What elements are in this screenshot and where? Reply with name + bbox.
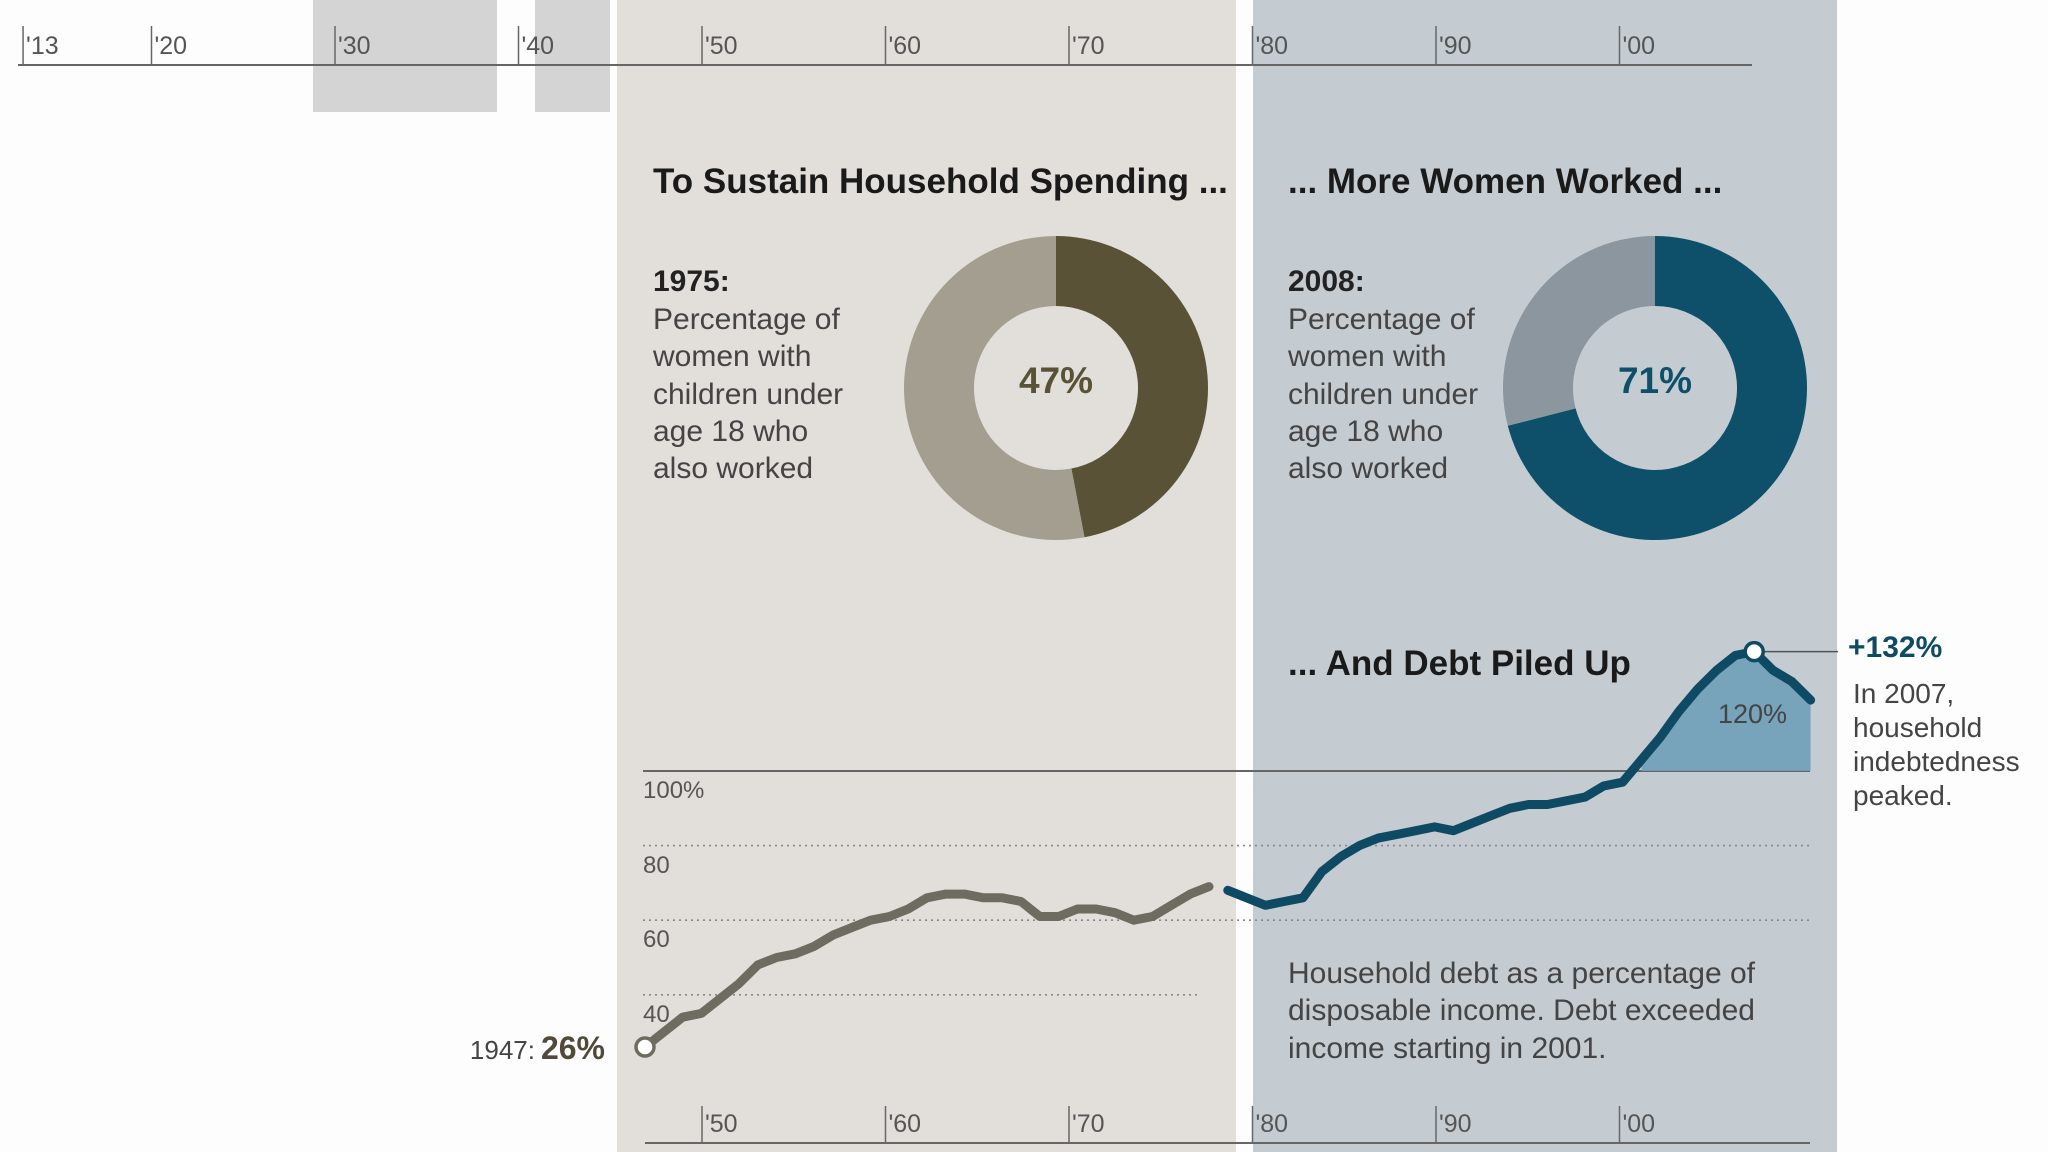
top-timeline-ticks: '13 '20 '30 '40 '50 '60 '70 '80 '90 '00 xyxy=(22,26,1656,65)
start-value: 26% xyxy=(541,1030,605,1066)
top-tick-label-2000: '00 xyxy=(1623,32,1656,60)
bottom-tick-label-1950: '50 xyxy=(705,1110,738,1138)
y-label-40: 40 xyxy=(643,1001,670,1028)
section2-line-5: also worked xyxy=(1288,452,1448,485)
shade-label-120: 120% xyxy=(1718,699,1787,729)
donut-1975 xyxy=(904,236,1209,540)
start-year: 1947: xyxy=(470,1035,535,1065)
donut-2008 xyxy=(1503,236,1808,541)
ww2-era-bar xyxy=(535,0,610,112)
section3-title: ... And Debt Piled Up xyxy=(1288,644,1631,683)
top-tick-label-1950: '50 xyxy=(705,32,738,60)
debt-line-1947-1977 xyxy=(640,882,1214,1052)
peak-point-marker xyxy=(1743,640,1765,663)
peak-note-line-3: indebtedness xyxy=(1853,746,2020,777)
section2-line-4: age 18 who xyxy=(1288,415,1443,448)
donut-slice-worked xyxy=(1056,236,1209,538)
band-1978-2009 xyxy=(1253,0,1837,1152)
bottom-tick-label-1970: '70 xyxy=(1072,1110,1105,1138)
peak-note-line-2: household xyxy=(1853,712,1982,743)
y-label-100: 100% xyxy=(643,777,704,804)
start-year-text: 1947: xyxy=(470,1035,535,1065)
peak-note-line-4: peaked. xyxy=(1853,780,1953,811)
top-tick-label-1913: '13 xyxy=(26,32,59,60)
section1-line-1: Percentage of xyxy=(653,303,840,336)
section2-year: 2008: xyxy=(1288,265,1365,298)
debt-line-1978-2009 xyxy=(1223,647,1816,910)
bottom-tick-label-1960: '60 xyxy=(889,1110,922,1138)
start-point-marker xyxy=(634,1036,656,1058)
section1-line-5: also worked xyxy=(653,452,813,485)
bottom-timeline-ticks: '50 '60 '70 '80 '90 '00 xyxy=(701,1106,1656,1143)
debt-description-line-3: income starting in 2001. xyxy=(1288,1032,1607,1065)
donut-2008-label: 71% xyxy=(1618,360,1692,401)
top-tick-label-1960: '60 xyxy=(889,32,922,60)
section1-line-4: age 18 who xyxy=(653,415,808,448)
donut-slice-did-not-work xyxy=(904,236,1085,540)
debt-description-line-2: disposable income. Debt exceeded xyxy=(1288,994,1755,1027)
section1-line-2: women with xyxy=(652,340,811,373)
top-tick-label-1940: '40 xyxy=(522,32,555,60)
bottom-tick-label-1990: '90 xyxy=(1439,1110,1472,1138)
top-tick-label-1990: '90 xyxy=(1439,32,1472,60)
donut-1975-label: 47% xyxy=(1019,360,1093,401)
section2-title: ... More Women Worked ... xyxy=(1288,162,1722,201)
band-1947-1977 xyxy=(617,0,1236,1152)
y-label-80: 80 xyxy=(643,852,670,879)
debt-description-line-1: Household debt as a percentage of xyxy=(1288,957,1756,990)
section1-year: 1975: xyxy=(653,265,730,298)
bottom-tick-label-2000: '00 xyxy=(1623,1110,1656,1138)
section1-title: To Sustain Household Spending ... xyxy=(653,162,1228,201)
bottom-tick-label-1980: '80 xyxy=(1256,1110,1289,1138)
peak-shaded-area xyxy=(1641,651,1811,771)
debt-gridlines xyxy=(643,769,1810,996)
peak-value: +132% xyxy=(1848,631,1942,664)
depression-era-bar xyxy=(313,0,497,112)
donut-slice-did-not-work xyxy=(1503,236,1655,426)
section2-line-3: children under xyxy=(1288,378,1478,411)
peak-note-line-1: In 2007, xyxy=(1853,678,1954,709)
section1-line-3: children under xyxy=(653,378,843,411)
top-tick-label-1920: '20 xyxy=(155,32,188,60)
top-tick-label-1970: '70 xyxy=(1072,32,1105,60)
section2-line-2: women with xyxy=(1287,340,1446,373)
y-label-60: 60 xyxy=(643,926,670,953)
donut-slice-worked xyxy=(1507,236,1808,541)
top-tick-label-1930: '30 xyxy=(338,32,371,60)
top-tick-label-1980: '80 xyxy=(1256,32,1289,60)
section2-line-1: Percentage of xyxy=(1288,303,1475,336)
